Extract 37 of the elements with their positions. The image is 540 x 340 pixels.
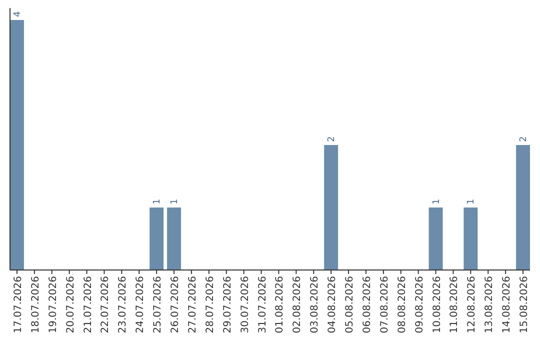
x-tick-label: 17.07.2026 [12,276,24,334]
data-label: 4 [12,11,23,17]
data-label: 1 [466,198,477,204]
data-label: 1 [432,198,442,204]
x-tick-label: 23.07.2026 [118,276,129,334]
x-tick-label: 12.08.2026 [466,276,478,334]
x-tick-label: 22.07.2026 [100,276,112,334]
x-tick-label: 02.08.2026 [292,276,304,334]
x-tick-label: 24.07.2026 [135,276,146,334]
x-tick-label: 09.08.2026 [414,276,426,334]
data-label: 1 [170,198,180,204]
data-label: 2 [519,136,530,142]
x-tick-label: 25.07.2026 [152,276,164,334]
x-tick-label: 31.07.2026 [257,276,268,334]
x-tick-label: 13.08.2026 [484,276,496,334]
x-tick-label: 18.07.2026 [30,276,42,334]
x-tick-label: 05.08.2026 [344,276,356,334]
x-tick-label: 01.08.2026 [274,276,286,334]
x-tick-label: 07.08.2026 [379,276,390,334]
x-tick-label: 03.08.2026 [310,276,321,334]
x-tick-label: 14.08.2026 [502,276,513,334]
x-tick-label: 30.07.2026 [240,276,251,334]
x-tick-label: 19.07.2026 [48,276,59,334]
x-tick-label: 15.08.2026 [519,276,530,334]
x-tick-label: 28.07.2026 [204,276,216,334]
x-tick-label: 10.08.2026 [432,276,443,334]
x-tick-label: 26.07.2026 [170,276,182,334]
x-tick-label: 21.07.2026 [82,276,94,334]
x-tick-label: 20.07.2026 [65,276,76,334]
x-tick-label: 04.08.2026 [327,276,338,334]
x-tick-label: 29.07.2026 [222,276,234,334]
data-label: 2 [327,136,338,142]
x-tick-label: 27.07.2026 [187,276,198,334]
data-label: 1 [152,198,163,204]
x-tick-label: 11.08.2026 [449,276,460,334]
x-tick-label: 08.08.2026 [396,276,408,334]
x-tick-label: 06.08.2026 [362,276,373,334]
